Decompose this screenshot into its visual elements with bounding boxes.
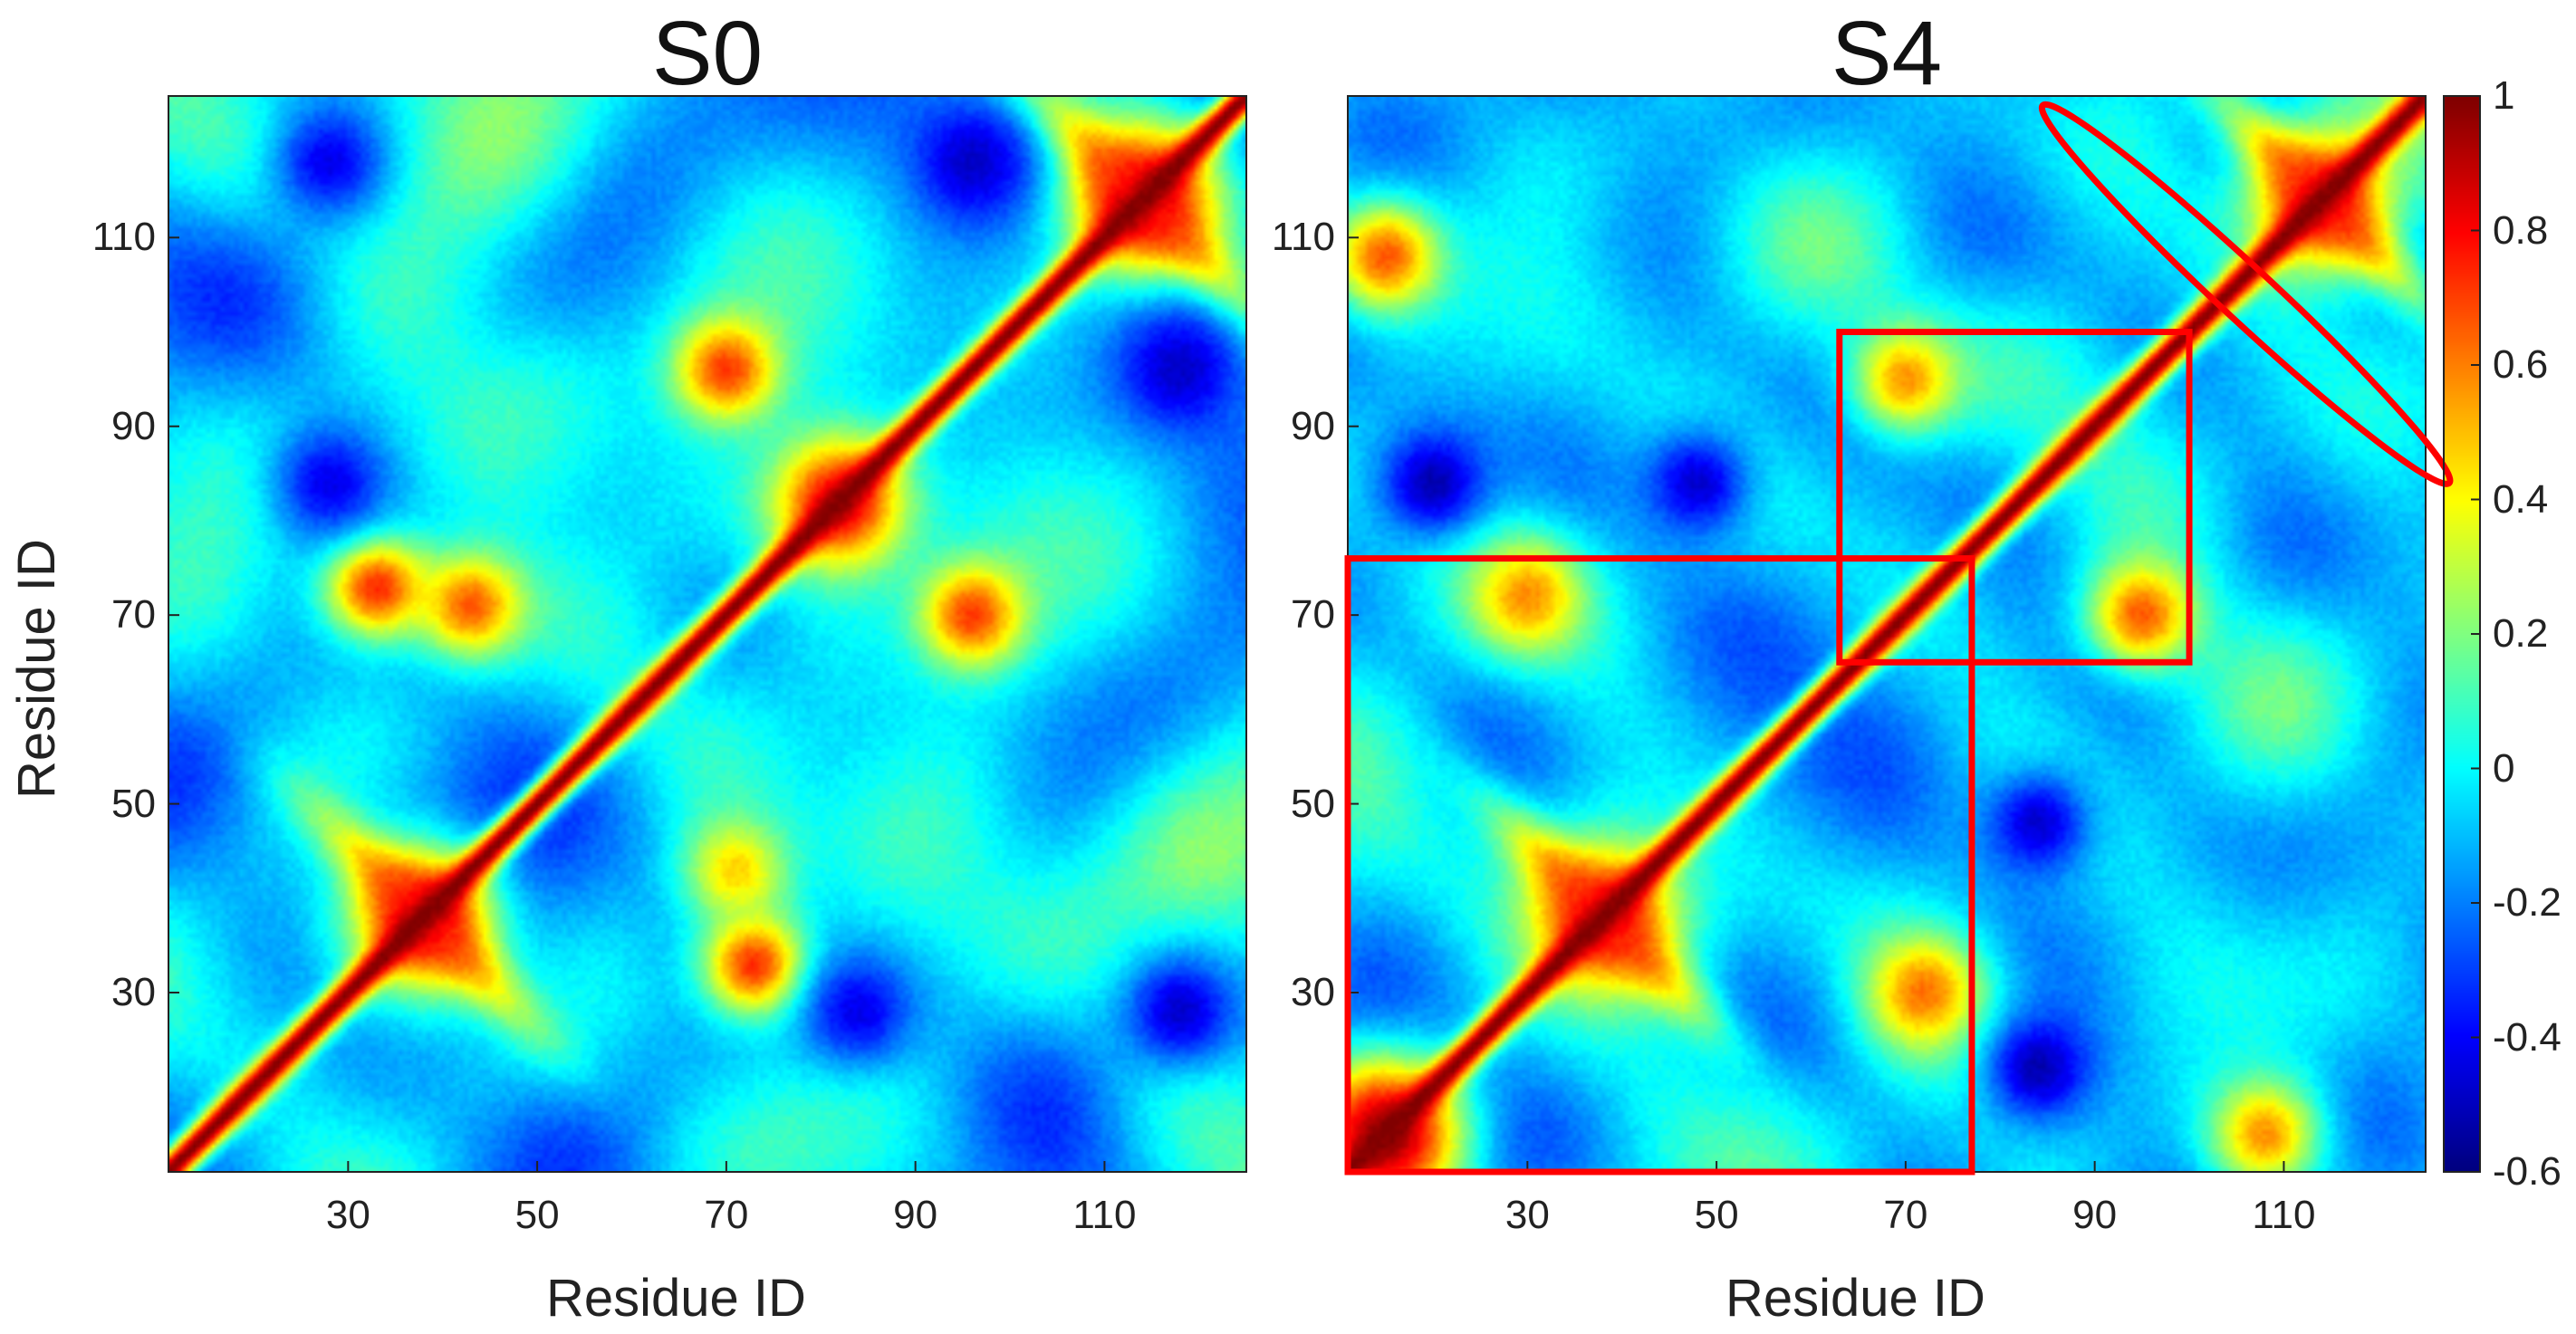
colorbar-tick-label: 0.2 <box>2493 611 2549 656</box>
y-tick-label: 70 <box>1291 592 1335 638</box>
x-tick-label: 90 <box>2072 1193 2118 1237</box>
y-tick-label: 110 <box>91 215 156 260</box>
colorbar-tick-label: 0.6 <box>2493 342 2549 387</box>
y-tick-label: 30 <box>111 970 156 1014</box>
annotation-box-0 <box>1344 555 1975 1176</box>
x-tick-label: 50 <box>1694 1193 1739 1237</box>
y-tick-label: 90 <box>1291 403 1335 448</box>
plot-frame-s4 <box>1347 95 2427 1173</box>
heatmap-s0 <box>168 96 1246 1172</box>
panel-title-s0: S0 <box>651 3 764 104</box>
y-tick-label: 50 <box>111 781 156 826</box>
colorbar-tick-label: -0.2 <box>2493 880 2562 925</box>
y-axis-label-s0: Residue ID <box>7 539 66 799</box>
x-tick-label: 90 <box>893 1193 938 1237</box>
x-tick-label: 110 <box>2252 1193 2316 1237</box>
y-tick-label: 90 <box>111 403 156 448</box>
colorbar-tick-label: -0.4 <box>2493 1014 2562 1060</box>
panel-title-s4: S4 <box>1831 3 1943 104</box>
colorbar-tick-label: 1 <box>2493 73 2515 118</box>
x-tick-label: 70 <box>1883 1193 1928 1237</box>
heatmap-s4 <box>1348 96 2426 1172</box>
annotation-ellipse-2 <box>2038 101 2454 487</box>
y-tick-label: 50 <box>1291 781 1335 826</box>
colorbar-tick-label: 0 <box>2493 745 2515 791</box>
x-tick-label: 110 <box>1072 1193 1137 1237</box>
y-tick-label: 70 <box>111 592 156 638</box>
colorbar-tick-label: 0.4 <box>2493 476 2549 522</box>
colorbar-tick-label: -0.6 <box>2493 1149 2562 1194</box>
plot-frame-s0 <box>168 95 1247 1173</box>
x-axis-label-s4: Residue ID <box>1725 1269 1985 1328</box>
x-tick-label: 50 <box>514 1193 560 1237</box>
annotation-box-1 <box>1836 329 2193 666</box>
colorbar-tick-label: 0.8 <box>2493 207 2549 253</box>
x-tick-label: 30 <box>1504 1193 1550 1237</box>
x-axis-label-s0: Residue ID <box>546 1269 806 1328</box>
y-tick-label: 30 <box>1291 970 1335 1014</box>
x-tick-label: 30 <box>325 1193 370 1237</box>
x-tick-label: 70 <box>704 1193 749 1237</box>
y-tick-label: 110 <box>1271 215 1335 260</box>
